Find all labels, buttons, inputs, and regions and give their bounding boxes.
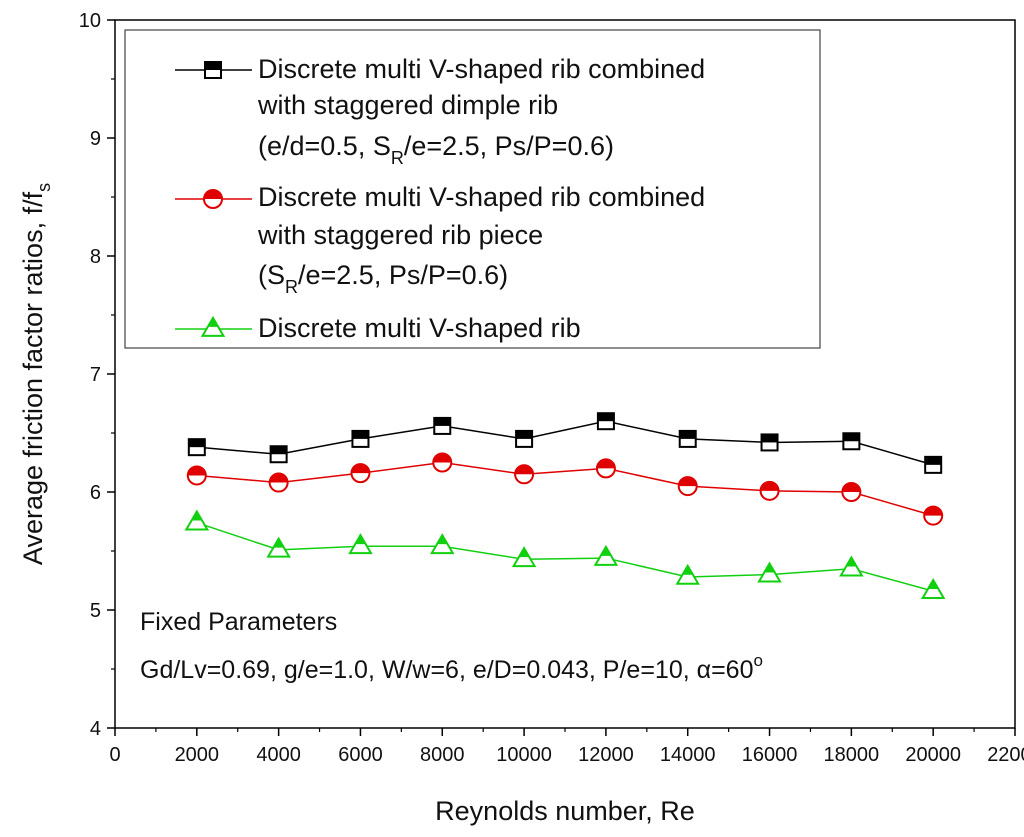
series-1-point <box>596 412 615 431</box>
y-tick-label: 5 <box>90 600 101 622</box>
legend-sample-marker <box>203 189 223 209</box>
annotation-heading: Fixed Parameters <box>140 608 337 636</box>
series-1-point <box>433 416 452 435</box>
x-tick-label: 20000 <box>905 744 961 766</box>
legend-1-line1: Discrete multi V-shaped rib combined <box>258 182 705 212</box>
legend-0-line3a: (e/d=0.5, S <box>258 131 391 161</box>
legend-1-line3-sub: R <box>285 277 298 297</box>
y-axis-ticks: 4 5 6 7 8 9 10 <box>79 10 115 740</box>
series-2-point <box>186 465 207 486</box>
x-axis-ticks: 0 2000 4000 6000 8000 10000 12000 14000 16000 180… <box>109 728 1024 766</box>
y-tick-label: 9 <box>90 128 101 150</box>
series-2-point <box>923 505 944 526</box>
legend-marker-triangle <box>175 315 252 337</box>
y-tick-label: 7 <box>90 364 101 386</box>
x-tick-label: 22000 <box>987 744 1024 766</box>
x-tick-label: 10000 <box>496 744 552 766</box>
series-1-point <box>678 429 697 448</box>
legend-0-line3-sub: R <box>391 148 404 168</box>
series-2-point <box>595 458 616 479</box>
x-axis-title: Reynolds number, Re <box>435 796 695 826</box>
series-2-point <box>841 482 862 502</box>
y-tick-label: 8 <box>90 246 101 268</box>
legend-0-line3b: /e=2.5, Ps/P=0.6) <box>404 131 614 161</box>
series-layer <box>184 412 946 599</box>
series-1-point <box>515 429 534 448</box>
series-1-point <box>760 433 779 452</box>
y-axis-title: Average friction factor ratios, f/fs <box>18 183 54 565</box>
series-3-point <box>430 533 455 555</box>
series-3-point <box>266 536 291 558</box>
x-tick-label: 2000 <box>175 744 220 766</box>
series-1-point <box>269 445 288 464</box>
legend-1-line2: with staggered rib piece <box>257 220 543 250</box>
series-3-point <box>348 533 373 555</box>
series-3-point <box>593 544 619 566</box>
legend-marker-square <box>175 61 252 79</box>
legend-sample-marker <box>200 315 226 337</box>
legend-marker-circle <box>175 189 252 209</box>
series-2-point <box>432 452 453 473</box>
annotation-params-sup: o <box>753 651 762 670</box>
legend-1-line3b: /e=2.5, Ps/P=0.6) <box>298 260 508 290</box>
series-1 <box>187 412 943 474</box>
series-2 <box>186 452 944 526</box>
series-3 <box>184 509 946 599</box>
series-2-point <box>268 472 289 493</box>
legend-sample-marker <box>204 61 222 79</box>
y-tick-label: 6 <box>90 482 101 504</box>
y-axis-title-sub: s <box>34 183 54 192</box>
x-tick-label: 0 <box>109 744 120 766</box>
series-1-point <box>187 438 206 457</box>
series-3-point <box>675 563 700 585</box>
series-1-point <box>924 455 943 474</box>
series-3-point <box>184 509 210 531</box>
legend-0-line3: (e/d=0.5, SR/e=2.5, Ps/P=0.6) <box>258 131 614 168</box>
legend-box <box>124 29 821 349</box>
series-1-point <box>842 432 861 451</box>
legend-0-line1: Discrete multi V-shaped rib combined <box>258 54 705 84</box>
series-3-line <box>196 521 934 592</box>
series-3-point <box>920 577 946 599</box>
x-tick-label: 18000 <box>824 744 880 766</box>
legend: Discrete multi V-shaped rib combined wit… <box>124 29 821 349</box>
series-2-line <box>196 461 934 517</box>
y-tick-label: 10 <box>79 10 101 32</box>
annotation-params: Gd/Lv=0.69, g/e=1.0, W/w=6, e/D=0.043, P… <box>140 651 763 684</box>
series-1-line <box>196 420 934 466</box>
legend-1-line3a: (S <box>258 260 285 290</box>
annotation-params-text: Gd/Lv=0.69, g/e=1.0, W/w=6, e/D=0.043, P… <box>140 656 753 684</box>
series-2-point <box>759 480 780 501</box>
y-tick-label: 4 <box>90 718 101 740</box>
x-tick-label: 12000 <box>578 744 634 766</box>
x-tick-label: 6000 <box>338 744 383 766</box>
y-axis-title-main: Average friction factor ratios, f/f <box>18 191 48 565</box>
legend-0-line2: with staggered dimple rib <box>257 90 558 120</box>
x-tick-label: 8000 <box>420 744 465 766</box>
series-2-point <box>514 464 535 485</box>
series-2-point <box>350 463 371 484</box>
series-3-point <box>511 546 537 568</box>
x-tick-label: 14000 <box>660 744 716 766</box>
x-tick-label: 16000 <box>742 744 798 766</box>
series-3-point <box>839 555 864 577</box>
legend-1-line3: (SR/e=2.5, Ps/P=0.6) <box>258 260 508 297</box>
x-tick-label: 4000 <box>256 744 301 766</box>
series-1-point <box>351 429 370 448</box>
series-2-point <box>677 476 698 497</box>
legend-2-line1: Discrete multi V-shaped rib <box>258 313 581 343</box>
series-3-point <box>757 561 782 583</box>
